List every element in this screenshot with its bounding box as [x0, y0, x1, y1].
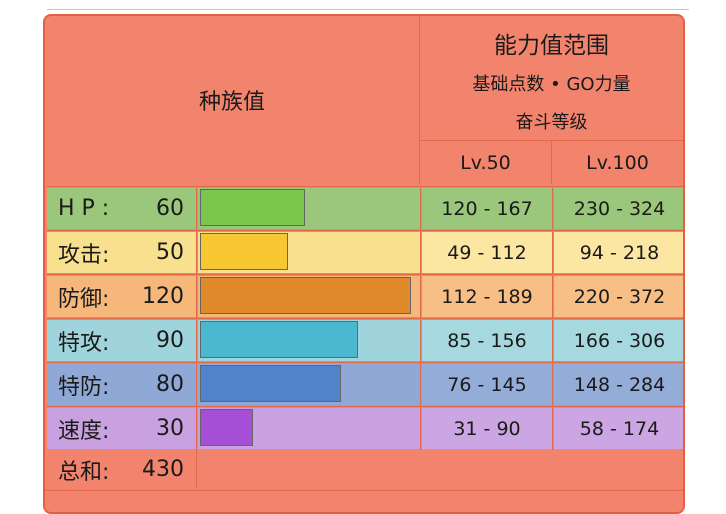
row-divider: [552, 408, 553, 450]
row-divider: [420, 320, 421, 362]
stat-bar: [200, 365, 341, 402]
stat-bar: [200, 409, 253, 446]
base-stats-header: 种族值: [45, 16, 419, 184]
stat-range-subtitle-1: 基础点数 • GO力量: [420, 70, 683, 96]
stat-label: H P :: [58, 196, 109, 221]
stat-label: 特攻:: [58, 325, 109, 357]
stat-range-lv100: 230 - 324: [554, 188, 685, 229]
stat-range-lv100: 220 - 372: [554, 276, 685, 317]
stat-range-lv50: 76 - 145: [422, 364, 552, 405]
stat-label-cell: 特攻: 90: [47, 320, 196, 361]
row-divider: [420, 408, 421, 450]
stat-bar-cell: [198, 232, 420, 273]
row-divider: [196, 188, 197, 230]
lv50-header-label: Lv.50: [460, 152, 511, 174]
row-divider: [552, 188, 553, 230]
stat-range-lv50: 31 - 90: [422, 408, 552, 449]
stat-bar-cell: [198, 364, 420, 405]
total-row: 总和: 430: [47, 448, 683, 488]
row-divider: [420, 188, 421, 230]
stat-label: 特防:: [58, 369, 109, 401]
stat-value: 60: [156, 196, 184, 221]
row-divider: [552, 320, 553, 362]
row-divider: [420, 276, 421, 318]
stat-range-lv50: 112 - 189: [422, 276, 552, 317]
stat-range-lv50: 85 - 156: [422, 320, 552, 361]
row-divider: [552, 364, 553, 406]
stat-range-header: 能力值范围 基础点数 • GO力量 奋斗等级: [420, 16, 683, 140]
stat-range-lv100: 94 - 218: [554, 232, 685, 273]
stat-bar: [200, 189, 305, 226]
lv100-header: Lv.100: [552, 141, 683, 184]
stat-label: 防御:: [58, 281, 109, 313]
stat-label-cell: 防御: 120: [47, 276, 196, 317]
base-stats-header-label: 种族值: [199, 84, 265, 116]
row-divider: [420, 364, 421, 406]
bottom-line: [45, 490, 685, 491]
total-divider: [196, 448, 197, 488]
stat-bar: [200, 277, 411, 314]
stat-label: 速度:: [58, 413, 109, 445]
stat-range-lv100: 58 - 174: [554, 408, 685, 449]
stat-bar-cell: [198, 320, 420, 361]
stat-bar-cell: [198, 408, 420, 449]
stats-table: 种族值 能力值范围 基础点数 • GO力量 奋斗等级 Lv.50 Lv.100 …: [43, 14, 685, 514]
stat-row: 速度: 30 31 - 90 58 - 174: [47, 406, 683, 449]
stat-row: 防御: 120 112 - 189 220 - 372: [47, 274, 683, 317]
row-divider: [420, 232, 421, 274]
stat-value: 80: [156, 372, 184, 397]
lv50-header: Lv.50: [420, 141, 551, 184]
stat-row: H P : 60 120 - 167 230 - 324: [47, 186, 683, 229]
lv100-header-label: Lv.100: [586, 152, 649, 174]
stat-label: 攻击:: [58, 237, 109, 269]
stat-bar: [200, 321, 358, 358]
total-value: 430: [142, 457, 184, 482]
stat-range-lv100: 148 - 284: [554, 364, 685, 405]
stat-label-cell: 特防: 80: [47, 364, 196, 405]
stat-range-lv50: 49 - 112: [422, 232, 552, 273]
stat-value: 90: [156, 328, 184, 353]
stat-value: 120: [142, 284, 184, 309]
row-divider: [196, 232, 197, 274]
stat-range-lv50: 120 - 167: [422, 188, 552, 229]
stat-label-cell: H P : 60: [47, 188, 196, 229]
stat-range-subtitle-2: 奋斗等级: [420, 108, 683, 134]
stat-bar: [200, 233, 288, 270]
row-divider: [196, 408, 197, 450]
row-divider: [552, 232, 553, 274]
stat-row: 特攻: 90 85 - 156 166 - 306: [47, 318, 683, 361]
row-divider: [196, 276, 197, 318]
row-divider: [196, 320, 197, 362]
stat-row: 特防: 80 76 - 145 148 - 284: [47, 362, 683, 405]
stat-value: 30: [156, 416, 184, 441]
row-divider: [196, 364, 197, 406]
stat-row: 攻击: 50 49 - 112 94 - 218: [47, 230, 683, 273]
stat-value: 50: [156, 240, 184, 265]
stat-bar-cell: [198, 276, 420, 317]
stat-range-title: 能力值范围: [420, 26, 683, 60]
row-divider: [552, 276, 553, 318]
stat-bar-cell: [198, 188, 420, 229]
stat-range-lv100: 166 - 306: [554, 320, 685, 361]
total-label: 总和:: [58, 454, 109, 486]
stat-label-cell: 速度: 30: [47, 408, 196, 449]
top-divider: [47, 9, 689, 10]
stat-label-cell: 攻击: 50: [47, 232, 196, 273]
total-label-cell: 总和: 430: [47, 449, 196, 490]
